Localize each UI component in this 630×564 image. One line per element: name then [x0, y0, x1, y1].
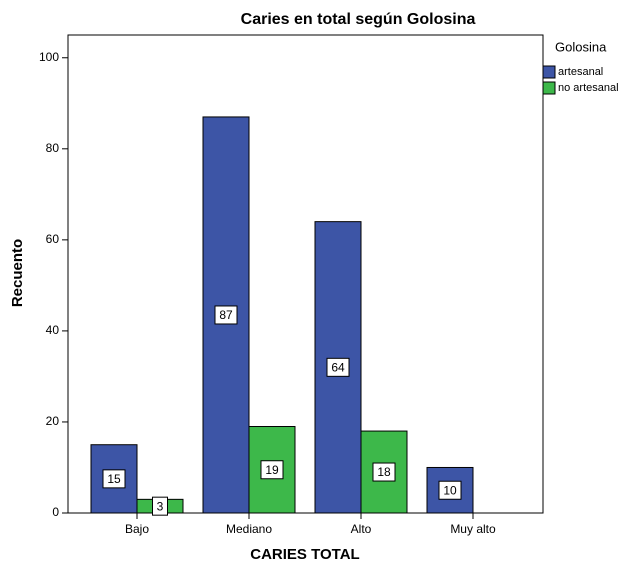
legend-label: no artesanal [558, 82, 619, 94]
value-label-box [260, 460, 284, 480]
x-tick-label: Bajo [125, 522, 149, 536]
legend-label: artesanal [558, 66, 603, 78]
value-label-box [438, 480, 462, 500]
value-label: 87 [219, 308, 233, 322]
value-label-box [214, 305, 238, 325]
x-tick-label: Alto [351, 522, 372, 536]
value-label: 64 [331, 360, 345, 374]
value-label: 19 [265, 463, 279, 477]
x-tick-label: Mediano [226, 522, 272, 536]
value-label: 15 [107, 472, 121, 486]
y-tick-label: 100 [39, 50, 59, 64]
y-tick-label: 80 [46, 141, 60, 155]
value-label-box [102, 469, 126, 489]
value-label: 3 [157, 499, 164, 513]
x-axis-title: CARIES TOTAL [250, 546, 359, 563]
plot-frame [67, 34, 544, 514]
y-axis-title: Recuento [9, 239, 26, 307]
legend-swatch [542, 65, 556, 79]
value-label: 18 [377, 465, 391, 479]
value-label: 10 [443, 483, 457, 497]
value-label-box [372, 462, 396, 482]
x-tick-label: Muy alto [450, 522, 496, 536]
y-tick-label: 20 [46, 414, 60, 428]
legend-title: Golosina [555, 39, 607, 54]
y-tick-label: 60 [46, 232, 60, 246]
legend-swatch [542, 81, 556, 95]
y-tick-label: 0 [52, 505, 59, 519]
chart-title: Caries en total según Golosina [241, 11, 476, 28]
y-tick-label: 40 [46, 323, 60, 337]
value-label-box [152, 496, 168, 516]
bar [314, 221, 362, 514]
value-label-box [326, 357, 350, 377]
